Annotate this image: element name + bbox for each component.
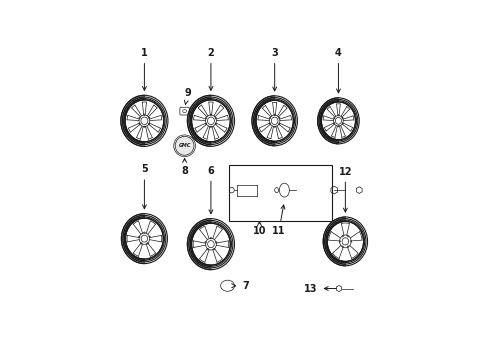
Text: 11: 11 bbox=[272, 205, 286, 236]
Text: GMC: GMC bbox=[178, 143, 191, 148]
Text: 7: 7 bbox=[232, 281, 249, 291]
Bar bbox=[229, 165, 332, 221]
Text: 1: 1 bbox=[141, 48, 148, 90]
Text: 12: 12 bbox=[339, 167, 352, 212]
Text: 13: 13 bbox=[304, 284, 336, 293]
Text: 8: 8 bbox=[181, 158, 188, 176]
Text: 4: 4 bbox=[335, 48, 342, 93]
Text: 5: 5 bbox=[141, 164, 148, 209]
Text: 6: 6 bbox=[208, 166, 214, 214]
Ellipse shape bbox=[175, 136, 194, 155]
Text: 10: 10 bbox=[253, 222, 266, 236]
Text: 2: 2 bbox=[208, 48, 214, 90]
Text: 9: 9 bbox=[184, 88, 191, 104]
Text: 3: 3 bbox=[271, 48, 278, 91]
